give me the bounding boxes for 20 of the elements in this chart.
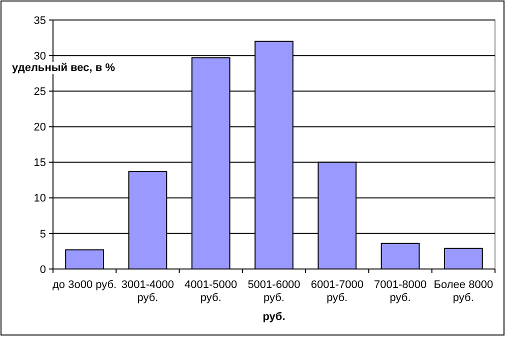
y-tick-label: 5	[40, 228, 46, 240]
y-tick-label: 0	[40, 264, 46, 276]
y-tick-label: 10	[34, 192, 46, 205]
y-tick-label: 35	[34, 14, 46, 27]
y-tick-label: 30	[34, 50, 46, 62]
y-tick-label: 25	[34, 86, 46, 98]
x-tick-label: 4001-5000 руб.	[184, 279, 238, 304]
x-tick-label: 6001-7000 руб.	[310, 279, 364, 304]
x-tick-label: 7001-8000 руб.	[374, 279, 427, 304]
bar	[380, 242, 420, 270]
y-tick-label: 15	[34, 157, 46, 170]
bar	[444, 248, 483, 270]
x-tick-label: 3001-4000 руб.	[121, 279, 174, 304]
x-tick-label: до 3о00 руб.	[52, 279, 117, 291]
x-tick-label: Более 8000 руб.	[434, 279, 494, 304]
bar	[65, 249, 104, 270]
x-axis-title: руб.	[262, 311, 286, 323]
y-axis-title: удельный вес, в %	[12, 62, 116, 74]
y-tick-label: 20	[34, 122, 46, 134]
x-tick-label: 5001-6000 руб.	[248, 279, 300, 304]
